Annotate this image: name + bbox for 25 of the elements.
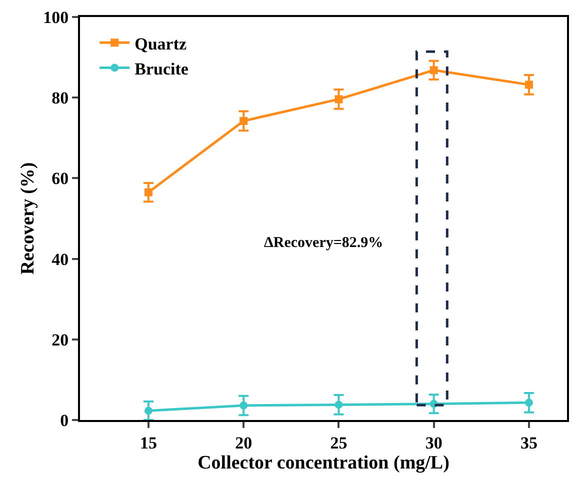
point (240, 401, 248, 410)
point (334, 400, 343, 409)
point (524, 398, 533, 407)
point (240, 116, 248, 125)
x-tick-label: 25 (330, 433, 348, 452)
y-axis-title: Recovery (%) (17, 162, 38, 275)
y-tick-label: 100 (43, 8, 69, 27)
point (144, 188, 152, 196)
y-tick-label: 20 (52, 330, 69, 350)
x-tick-label: 15 (140, 433, 157, 452)
point (430, 66, 438, 74)
annotation: ΔRecovery=82.9% (264, 235, 384, 251)
x-tick-label: 20 (235, 433, 252, 452)
x-tick-label: 30 (425, 433, 442, 452)
legend-label: Quartz (134, 34, 187, 54)
point (524, 80, 533, 89)
y-tick-label: 60 (52, 169, 69, 188)
legend-label: Brucite (134, 59, 189, 78)
point (334, 95, 343, 104)
x-tick-label: 35 (520, 433, 538, 452)
point (144, 406, 152, 415)
x-axis-title: Collector concentration (mg/L) (198, 452, 450, 474)
y-tick-label: 40 (52, 250, 69, 269)
y-tick-label: 0 (60, 410, 69, 430)
y-tick-label: 80 (52, 88, 69, 108)
